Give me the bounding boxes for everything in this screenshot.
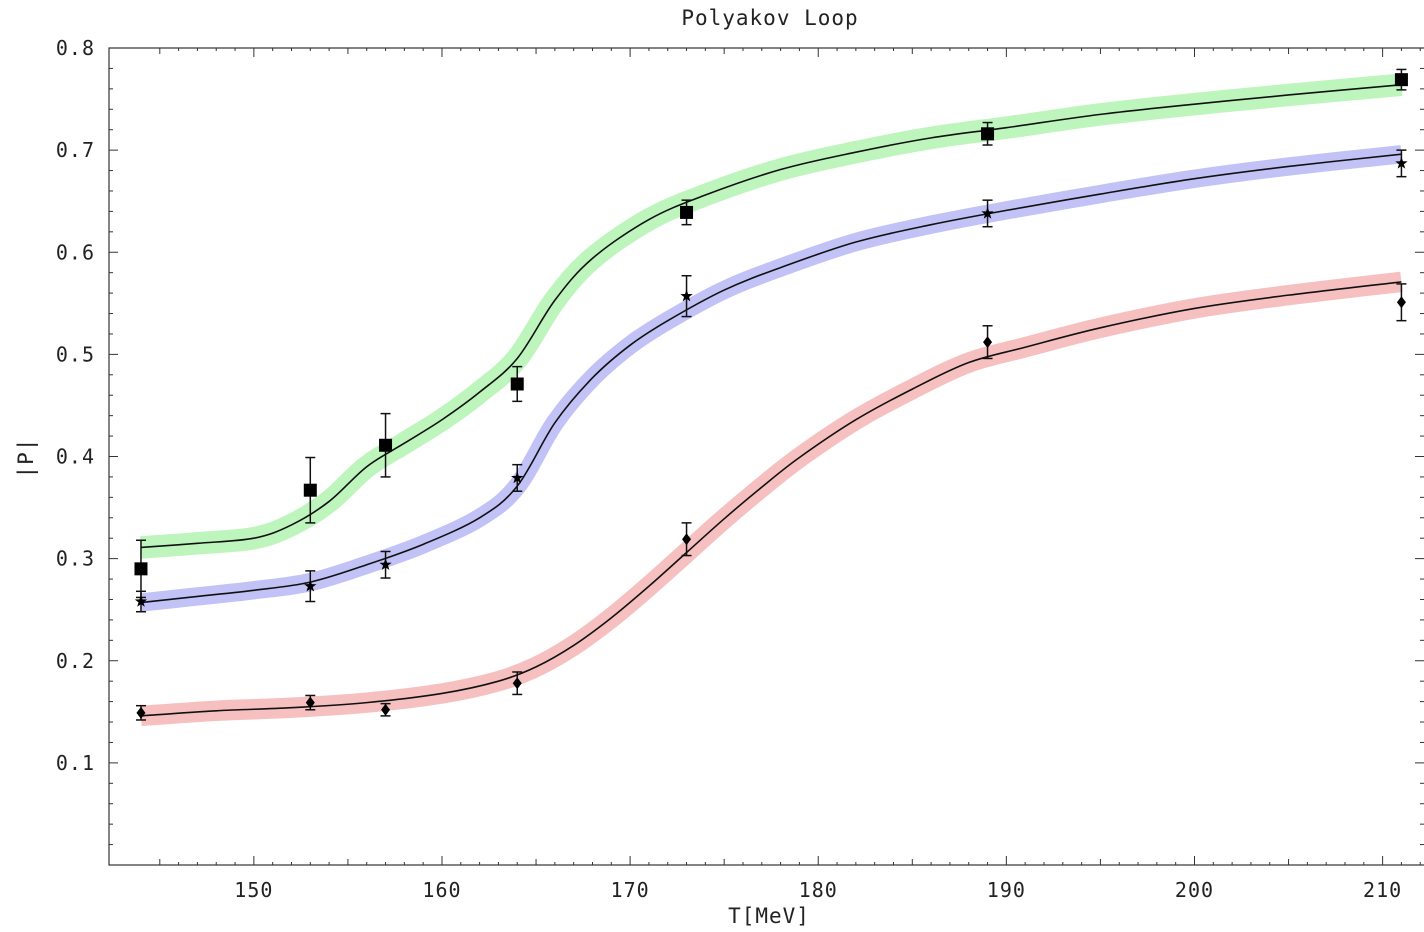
point-series-1-6 xyxy=(981,121,995,146)
point-series-2-1 xyxy=(134,590,148,613)
x-axis-label: T[MeV] xyxy=(728,904,810,928)
point-series-3-7 xyxy=(1396,283,1407,322)
y-tick-label: 0.5 xyxy=(56,342,95,366)
point-series-3-1 xyxy=(135,704,146,721)
x-tick-label: 170 xyxy=(611,878,650,902)
point-series-1-3 xyxy=(379,412,393,478)
x-tick-label: 200 xyxy=(1175,878,1214,902)
point-series-1-5 xyxy=(680,199,694,226)
point-series-3-6 xyxy=(982,325,993,360)
fit-curves xyxy=(140,83,1402,717)
fit-line-series-3 xyxy=(140,281,1402,717)
star-marker xyxy=(1395,156,1408,169)
diamond-marker xyxy=(983,336,993,349)
chart-title: Polyakov Loop xyxy=(681,6,858,30)
fit-line-series-2 xyxy=(140,153,1402,604)
point-series-3-3 xyxy=(380,702,391,717)
point-series-2-5 xyxy=(680,274,693,318)
square-marker xyxy=(1394,73,1408,87)
y-tick-label: 0.3 xyxy=(56,547,95,571)
point-series-2-2 xyxy=(304,570,317,603)
y-tick-label: 0.2 xyxy=(56,649,95,673)
square-marker xyxy=(510,377,524,391)
square-marker xyxy=(981,127,995,141)
star-marker xyxy=(134,595,148,607)
x-tick-label: 160 xyxy=(422,878,461,902)
y-tick-label: 0.8 xyxy=(56,36,95,60)
star-marker xyxy=(680,289,693,302)
x-tick-label: 150 xyxy=(234,878,273,902)
fit-line-series-1 xyxy=(140,83,1402,549)
diamond-marker xyxy=(682,533,692,546)
point-series-1-7 xyxy=(1394,68,1408,91)
point-series-3-4 xyxy=(512,671,523,696)
point-series-3-5 xyxy=(681,522,692,557)
star-marker xyxy=(379,558,392,571)
square-marker xyxy=(680,205,694,219)
point-series-1-2 xyxy=(303,456,317,524)
square-marker xyxy=(134,562,148,576)
data-points xyxy=(134,68,1408,721)
y-tick-label: 0.1 xyxy=(56,751,95,775)
point-series-2-3 xyxy=(379,550,392,579)
star-marker xyxy=(981,206,994,219)
diamond-marker xyxy=(1396,296,1406,309)
star-marker xyxy=(511,471,524,484)
diamond-marker xyxy=(381,703,391,716)
axis-ticks: 150 160 170 180 190 200 210 0.1 0.2 0.3 0.4 0.5 0.6 0… xyxy=(56,36,1424,902)
y-tick-label: 0.4 xyxy=(56,445,95,469)
y-tick-label: 0.7 xyxy=(56,138,95,162)
confidence-bands xyxy=(139,73,1403,727)
square-marker xyxy=(379,438,393,452)
point-series-2-6 xyxy=(981,199,994,228)
diamond-marker xyxy=(512,677,522,690)
diamond-marker xyxy=(305,696,315,709)
x-tick-label: 210 xyxy=(1363,878,1402,902)
point-series-2-7 xyxy=(1395,149,1408,178)
point-series-1-4 xyxy=(510,365,524,403)
band-series-2 xyxy=(139,145,1403,612)
x-tick-label: 180 xyxy=(799,878,838,902)
y-axis-label: |P| xyxy=(14,438,39,479)
star-marker xyxy=(304,579,317,592)
square-marker xyxy=(303,483,317,497)
point-series-3-2 xyxy=(305,694,316,711)
point-series-1-1 xyxy=(134,539,148,599)
x-tick-label: 190 xyxy=(987,878,1026,902)
diamond-marker xyxy=(136,706,146,719)
y-tick-label: 0.6 xyxy=(56,240,95,264)
point-series-2-4 xyxy=(511,463,524,492)
